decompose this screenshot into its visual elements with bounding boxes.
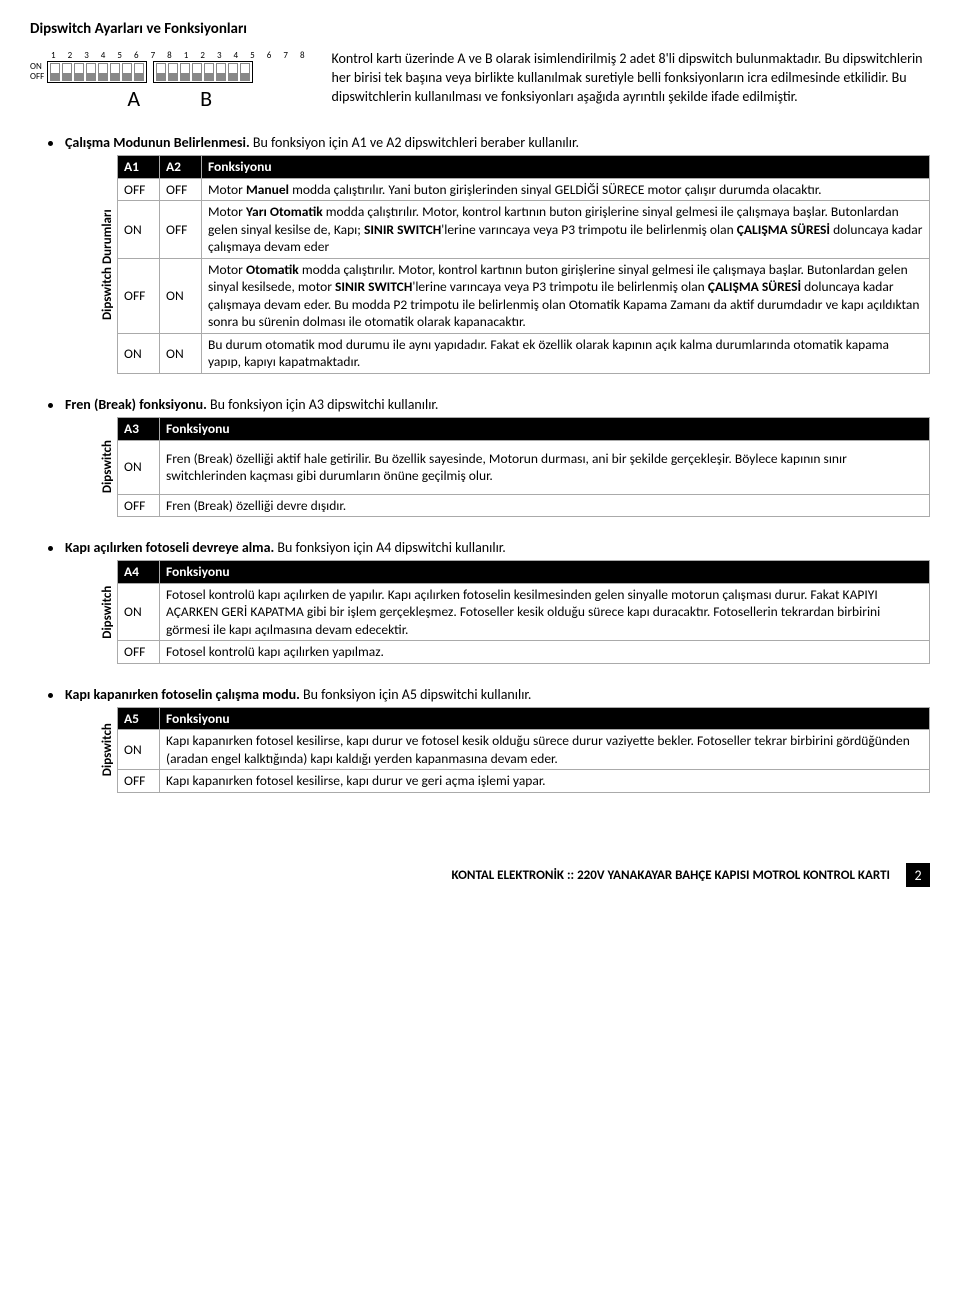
- footer-text: KONTAL ELEKTRONİK :: 220V YANAKAYAR BAHÇ…: [452, 868, 900, 883]
- sec2-side-label: Dipswitch: [98, 417, 117, 517]
- sec2-lead: Fren (Break) fonksiyonu. Bu fonksiyon iç…: [65, 396, 438, 413]
- bullet-icon: [48, 546, 53, 551]
- intro-row: 1 2 3 4 5 6 7 8 1 2 3 4 5 6 7 8 ON OFF A…: [30, 50, 930, 112]
- table-row: OFFKapı kapanırken fotosel kesilirse, ka…: [118, 770, 930, 793]
- th-func: Fonksiyonu: [160, 561, 930, 584]
- table-row: OFFFren (Break) özelliği devre dışıdır.: [118, 494, 930, 517]
- page-number: 2: [906, 863, 930, 887]
- sec1-lead: Çalışma Modunun Belirlenmesi. Bu fonksiy…: [65, 134, 579, 151]
- table-row: ONFren (Break) özelliği aktif hale getir…: [118, 440, 930, 494]
- th-func: Fonksiyonu: [160, 418, 930, 441]
- sec4-side-label: Dipswitch: [98, 707, 117, 793]
- bullet-icon: [48, 693, 53, 698]
- table-row: OFFONMotor Otomatik modda çalıştırılır. …: [118, 258, 930, 333]
- th-a3: A3: [118, 418, 160, 441]
- bullet-icon: [48, 403, 53, 408]
- table-row: ONKapı kapanırken fotosel kesilirse, kap…: [118, 730, 930, 770]
- sec3-lead: Kapı açılırken fotoseli devreye alma. Bu…: [65, 539, 506, 556]
- bullet-icon: [48, 141, 53, 146]
- table-row: ONOFFMotor Yarı Otomatik modda çalıştırı…: [118, 201, 930, 259]
- th-a4: A4: [118, 561, 160, 584]
- sec3-table: A4Fonksiyonu ONFotosel kontrolü kapı açı…: [117, 560, 930, 664]
- table-row: ONONBu durum otomatik mod durumu ile ayn…: [118, 333, 930, 373]
- table-row: ONFotosel kontrolü kapı açılırken de yap…: [118, 583, 930, 641]
- label-a: A: [127, 85, 140, 112]
- th-func: Fonksiyonu: [202, 156, 930, 179]
- footer: KONTAL ELEKTRONİK :: 220V YANAKAYAR BAHÇ…: [30, 863, 930, 887]
- off-label: OFF: [30, 72, 44, 82]
- sec2-table: A3Fonksiyonu ONFren (Break) özelliği akt…: [117, 417, 930, 517]
- th-a1: A1: [118, 156, 160, 179]
- th-a2: A2: [160, 156, 202, 179]
- th-a5: A5: [118, 707, 160, 730]
- sec3-side-label: Dipswitch: [98, 560, 117, 664]
- switch-numbers: 1 2 3 4 5 6 7 8 1 2 3 4 5 6 7 8: [30, 50, 310, 61]
- table-row: OFFFotosel kontrolü kapı açılırken yapıl…: [118, 641, 930, 664]
- sec4-lead: Kapı kapanırken fotoselin çalışma modu. …: [65, 686, 531, 703]
- sec1-table: A1 A2 Fonksiyonu OFFOFFMotor Manuel modd…: [117, 155, 930, 374]
- sec1-side-label: Dipswitch Durumları: [98, 155, 117, 374]
- on-off-labels: ON OFF: [30, 62, 44, 82]
- page-title: Dipswitch Ayarları ve Fonksiyonları: [30, 20, 930, 38]
- switch-block-a: [47, 61, 147, 83]
- switch-block-b: [153, 61, 253, 83]
- dipswitch-diagram: 1 2 3 4 5 6 7 8 1 2 3 4 5 6 7 8 ON OFF A…: [30, 50, 310, 112]
- label-b: B: [200, 85, 212, 112]
- intro-text: Kontrol kartı üzerinde A ve B olarak isi…: [332, 50, 930, 107]
- sec4-table: A5Fonksiyonu ONKapı kapanırken fotosel k…: [117, 707, 930, 793]
- th-func: Fonksiyonu: [160, 707, 930, 730]
- table-row: OFFOFFMotor Manuel modda çalıştırılır. Y…: [118, 178, 930, 201]
